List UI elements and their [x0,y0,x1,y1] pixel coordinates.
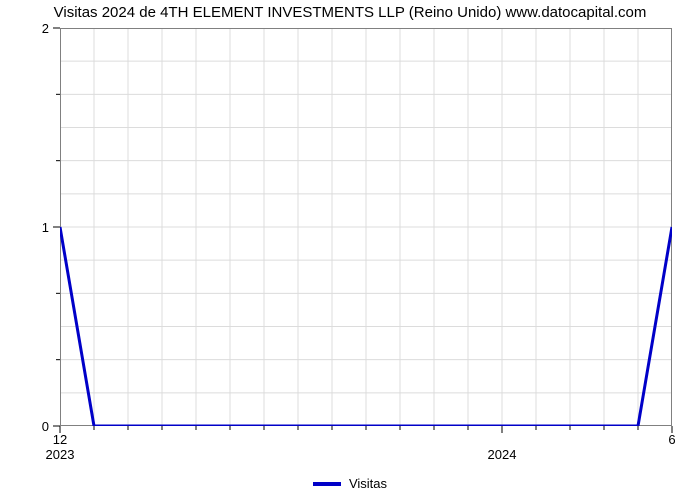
legend: Visitas [0,476,700,491]
x-tick-label-month: 12 [40,432,80,447]
legend-swatch [313,482,341,486]
x-tick-label-month: 6 [652,432,692,447]
plot-svg [60,28,672,426]
legend-label: Visitas [349,476,387,491]
x-tick-label-year: 2024 [472,447,532,462]
x-tick-label-year: 2023 [30,447,90,462]
y-tick-label: 1 [0,220,49,235]
chart-title: Visitas 2024 de 4TH ELEMENT INVESTMENTS … [0,4,700,21]
y-tick-label: 2 [0,21,49,36]
chart-container: Visitas 2024 de 4TH ELEMENT INVESTMENTS … [0,0,700,500]
plot-area [60,28,672,426]
